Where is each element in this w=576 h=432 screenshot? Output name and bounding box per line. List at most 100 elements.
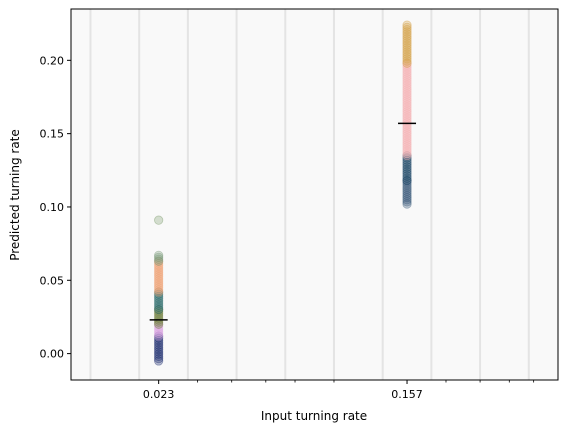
scatter-point: [402, 82, 412, 93]
scatter-point: [154, 322, 164, 332]
scatter-point: [402, 54, 412, 64]
scatter-point: [402, 195, 412, 205]
scatter-point: [402, 40, 412, 50]
scatter-point: [154, 261, 164, 271]
scatter-point: [402, 175, 412, 186]
scatter-point: [154, 300, 164, 310]
scatter-point: [402, 20, 412, 30]
scatter-point: [402, 58, 412, 68]
scatter-point: [154, 298, 164, 308]
scatter-point: [402, 197, 412, 207]
scatter-point: [402, 140, 412, 150]
scatter-point: [154, 283, 164, 293]
scatter-point: [402, 63, 412, 73]
scatter-point: [402, 71, 412, 82]
scatter-point: [402, 184, 412, 194]
scatter-point: [154, 326, 164, 336]
x-tick-label: 0.157: [391, 388, 423, 401]
scatter-point: [402, 91, 412, 101]
scatter-point: [154, 342, 164, 352]
scatter-point: [154, 331, 164, 341]
scatter-point: [402, 115, 412, 126]
scatter-point: [154, 252, 164, 262]
scatter-point: [402, 160, 412, 170]
scatter-point: [402, 135, 412, 145]
scatter-point: [402, 144, 412, 154]
scatter-point: [154, 287, 164, 297]
scatter-point: [402, 51, 412, 62]
scatter-point: [154, 256, 164, 266]
scatter-point: [402, 85, 412, 95]
scatter-point: [402, 89, 412, 99]
scatter-point: [154, 215, 164, 225]
scatter-point: [402, 175, 412, 186]
scatter-point: [402, 25, 412, 35]
scatter-point: [154, 287, 164, 297]
scatter-point: [154, 280, 164, 291]
scatter-point: [402, 102, 412, 112]
scatter-point: [402, 98, 412, 108]
scatter-point: [154, 347, 164, 357]
plot-frame: [70, 8, 559, 381]
scatter-point: [402, 38, 412, 48]
x-tick-label: 0.023: [143, 388, 175, 401]
scatter-point: [402, 22, 412, 32]
scatter-point: [402, 166, 412, 177]
scatter-point: [402, 178, 412, 188]
scatter-point: [402, 87, 412, 97]
scatter-point: [402, 111, 412, 121]
scatter-point: [402, 109, 412, 119]
scatter-point: [402, 155, 412, 165]
scatter-point: [402, 60, 412, 71]
scatter-point: [154, 338, 164, 348]
scatter-point: [154, 256, 164, 266]
scatter-point: [402, 193, 412, 203]
scatter-point: [154, 267, 164, 277]
scatter-point: [402, 164, 412, 174]
y-tick-label: 0.00: [40, 348, 65, 361]
scatter-point: [154, 333, 164, 343]
scatter-point: [402, 180, 412, 190]
scatter-point: [154, 340, 164, 350]
scatter-point: [154, 289, 164, 299]
scatter-point: [402, 113, 412, 123]
scatter-point: [402, 29, 412, 39]
scatter-point: [154, 254, 164, 264]
y-tick-label: 0.15: [40, 128, 65, 141]
x-axis-label: Input turning rate: [261, 409, 367, 423]
scatter-point: [402, 157, 412, 168]
scatter-point: [402, 151, 412, 161]
scatter-point: [402, 58, 412, 68]
scatter-point: [154, 265, 164, 275]
scatter-point: [154, 274, 164, 284]
scatter-point: [402, 199, 412, 209]
scatter-point: [154, 250, 164, 260]
scatter-point: [154, 335, 164, 346]
scatter-point: [154, 356, 164, 366]
scatter-point: [402, 133, 412, 143]
scatter-point: [402, 171, 412, 181]
scatter-point: [402, 69, 412, 79]
scatter-point: [154, 351, 164, 362]
scatter-point: [154, 276, 164, 286]
scatter-point: [402, 129, 412, 139]
scatter-point: [154, 349, 164, 359]
scatter-point: [402, 142, 412, 152]
scatter-point: [402, 27, 412, 37]
scatter-point: [402, 45, 412, 55]
scatter-point: [402, 190, 412, 201]
scatter-point: [402, 42, 412, 53]
scatter-point: [154, 329, 164, 339]
scatter-point: [154, 278, 164, 288]
scatter-point: [402, 78, 412, 88]
scatter-point: [402, 124, 412, 134]
scatter-point: [402, 146, 412, 156]
scatter-point: [154, 272, 164, 282]
scatter-point: [402, 74, 412, 84]
scatter-point: [402, 188, 412, 198]
scatter-point: [402, 49, 412, 59]
scatter-point: [154, 324, 164, 334]
scatter-point: [154, 263, 164, 273]
scatter-point: [154, 294, 164, 304]
